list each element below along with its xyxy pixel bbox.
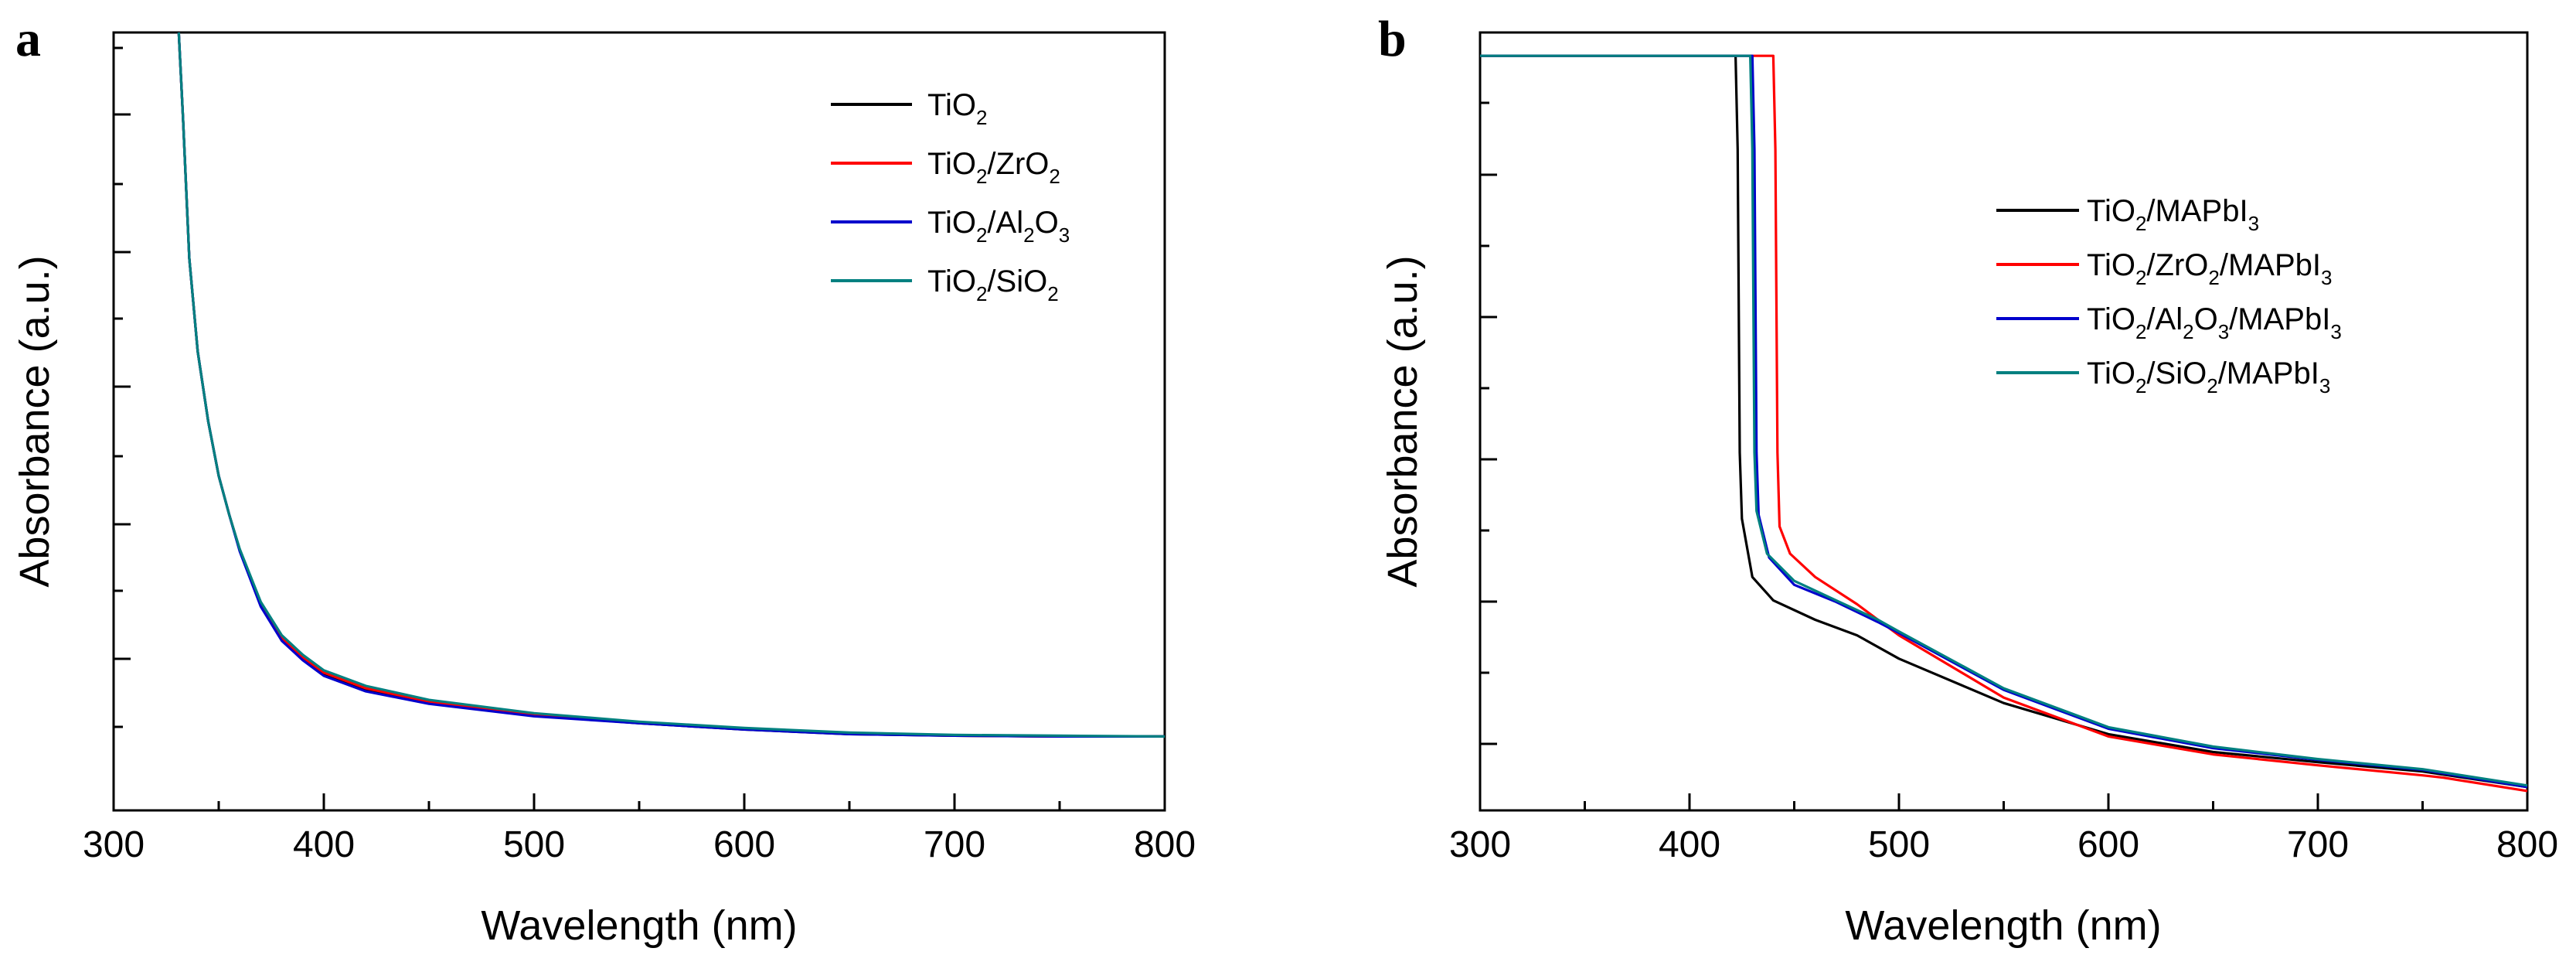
series-line-3 bbox=[177, 32, 1165, 738]
legend-label: TiO2/ZrO2 bbox=[927, 147, 1060, 188]
y-axis-b bbox=[1480, 101, 1497, 745]
series-line-1 bbox=[1480, 54, 2528, 789]
x-axis-title-a: Wavelength (nm) bbox=[481, 902, 797, 949]
series-line-2 bbox=[177, 32, 1165, 738]
x-tick-label: 400 bbox=[293, 824, 355, 865]
plot-frame-b bbox=[1479, 31, 2529, 812]
series-group-b bbox=[1480, 54, 2528, 793]
x-tick-label: 600 bbox=[713, 824, 775, 865]
legend-label: TiO2/Al2O3/MAPbI3 bbox=[2087, 302, 2342, 343]
series-line-4 bbox=[177, 32, 1165, 738]
x-tick-label: 800 bbox=[1134, 824, 1196, 865]
x-axis-a: 300 400 500 600 700 800 bbox=[83, 793, 1196, 865]
legend-label: TiO2/SiO2 bbox=[927, 264, 1059, 305]
legend-label: TiO2 bbox=[927, 88, 987, 129]
y-axis-title-b: Absorbance (a.u.) bbox=[1380, 255, 1426, 587]
x-tick-label: 400 bbox=[1659, 824, 1720, 865]
legend-label: TiO2/MAPbI3 bbox=[2087, 194, 2259, 235]
y-axis-title-a: Absorbance (a.u.) bbox=[12, 255, 58, 587]
series-line-4 bbox=[1480, 54, 2528, 787]
x-tick-label: 800 bbox=[2496, 824, 2558, 865]
x-tick-label: 600 bbox=[2077, 824, 2139, 865]
legend-label: TiO2/Al2O3 bbox=[927, 206, 1070, 247]
x-axis-b: 300 400 500 600 700 800 bbox=[1449, 793, 2558, 865]
series-group-a bbox=[177, 32, 1165, 738]
x-tick-label: 300 bbox=[1449, 824, 1511, 865]
x-tick-label: 500 bbox=[1868, 824, 1930, 865]
panel-b: b 300 400 500 600 700 800 Wavelength (nm) Abs… bbox=[1378, 11, 2558, 949]
series-line-3 bbox=[1480, 54, 2528, 789]
x-tick-label: 300 bbox=[83, 824, 145, 865]
panel-letter-a: a bbox=[15, 11, 41, 67]
y-axis-a bbox=[114, 46, 131, 728]
x-tick-label: 700 bbox=[924, 824, 985, 865]
series-line-2 bbox=[1480, 54, 2528, 793]
x-tick-label: 700 bbox=[2287, 824, 2349, 865]
panel-letter-b: b bbox=[1378, 11, 1407, 67]
legend-a: TiO2 TiO2/ZrO2 TiO2/Al2O3 TiO2/SiO2 bbox=[831, 88, 1070, 305]
panel-a: a 300 400 500 600 700 800 Wavelength (nm) Abs… bbox=[12, 11, 1196, 949]
legend-label: TiO2/ZrO2/MAPbI3 bbox=[2087, 248, 2333, 289]
legend-b: TiO2/MAPbI3 TiO2/ZrO2/MAPbI3 TiO2/Al2O3/MA… bbox=[1996, 194, 2342, 397]
legend-label: TiO2/SiO2/MAPbI3 bbox=[2087, 356, 2330, 397]
x-axis-title-b: Wavelength (nm) bbox=[1845, 902, 2161, 949]
x-tick-label: 500 bbox=[503, 824, 565, 865]
series-line-1 bbox=[177, 32, 1165, 738]
